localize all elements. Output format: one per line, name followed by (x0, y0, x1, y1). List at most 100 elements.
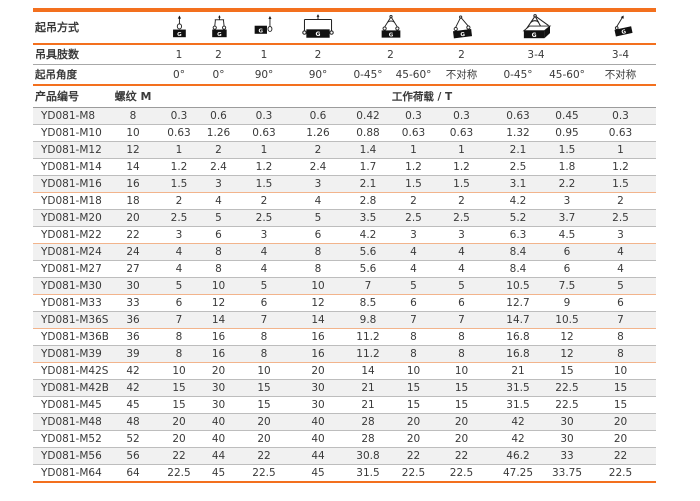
load-cell: 8 (260, 348, 268, 360)
load-cell: 0.42 (356, 110, 380, 122)
product-number-header: 产品编号 (33, 85, 108, 108)
load-cell: 2 (458, 195, 465, 207)
load-cell: 4 (617, 263, 624, 275)
single-leg-side-lift-icon: G (237, 12, 291, 45)
load-cell: 22.5 (555, 382, 579, 394)
svg-text:G: G (177, 32, 182, 38)
load-cell: 30.8 (356, 450, 380, 462)
load-cell: 20 (172, 416, 186, 428)
thread-cell: 45 (126, 399, 140, 411)
load-cell: 15 (172, 399, 186, 411)
load-cell: 12 (211, 297, 226, 309)
load-cell: 22 (257, 450, 271, 462)
load-cell: 31.5 (506, 382, 530, 394)
load-cell: 10 (406, 365, 421, 377)
load-cell: 12.7 (506, 297, 530, 309)
top-accent-bar (33, 8, 656, 12)
product-cell: YD081-M42S (41, 365, 108, 377)
thread-cell: 22 (126, 229, 140, 241)
thread-cell: 42 (126, 365, 140, 377)
load-cell: 8 (617, 331, 624, 343)
spec-sheet: 起吊方式 G G (33, 8, 656, 483)
load-cell: 1.5 (612, 178, 629, 190)
angle-value: 0° (158, 64, 200, 86)
load-cell: 8.4 (509, 246, 527, 258)
load-cell: 14 (211, 314, 226, 326)
load-cell: 2.8 (359, 195, 377, 207)
table-row: YD081-M56 56 22 44 22 44 30.8 22 22 46.2 33 22 (33, 447, 656, 465)
load-cell: 9 (563, 297, 571, 309)
load-cell: 30 (560, 416, 574, 428)
load-cell: 7 (617, 314, 624, 326)
load-cell: 3 (458, 229, 465, 241)
load-cell: 22 (613, 450, 628, 462)
table-row: YD081-M24 24 4 8 4 8 5.6 4 4 8.4 6 4 (33, 243, 656, 261)
load-cell: 1 (175, 144, 183, 156)
load-cell: 4 (175, 263, 183, 275)
load-cell: 15 (560, 365, 574, 377)
load-cell: 8 (260, 331, 268, 343)
load-cell: 2 (410, 195, 417, 207)
load-cell: 22.5 (252, 467, 276, 479)
load-cell: 20 (257, 433, 271, 445)
multi-leg-angle-lift-icon: G (487, 12, 585, 45)
load-cell: 4 (260, 246, 268, 258)
load-cell: 20 (172, 433, 186, 445)
thread-cell: 14 (126, 161, 140, 173)
load-cell: 2.5 (170, 212, 188, 224)
load-cell: 30 (211, 399, 226, 411)
load-cell: 2.4 (309, 161, 327, 173)
thread-cell: 48 (126, 416, 140, 428)
load-cell: 2.5 (453, 212, 470, 224)
table-row: YD081-M36S 36 7 14 7 14 9.8 7 7 14.7 10.5 7 (33, 311, 656, 329)
load-cell: 15 (257, 382, 271, 394)
product-cell: YD081-M8 (41, 110, 96, 122)
load-cell: 6 (175, 297, 183, 309)
load-cell: 16 (211, 348, 226, 360)
load-cell: 20 (257, 416, 271, 428)
load-cell: 0.95 (555, 127, 579, 139)
single-leg-vertical-lift-icon: G (158, 12, 200, 45)
load-cell: 16.8 (506, 348, 530, 360)
product-cell: YD081-M39 (41, 348, 102, 360)
load-cell: 40 (211, 416, 226, 428)
load-cell: 0.3 (405, 110, 422, 122)
load-cell: 5 (175, 280, 183, 292)
svg-text:G: G (532, 32, 537, 39)
load-cell: 12 (311, 297, 325, 309)
load-cell: 8 (215, 246, 222, 258)
legs-value: 2 (345, 44, 436, 65)
load-cell: 10 (172, 365, 186, 377)
table-row: YD081-M42S 42 10 20 10 20 14 10 10 21 15 10 (33, 363, 656, 380)
load-cell: 10 (613, 365, 628, 377)
load-cell: 1 (617, 144, 624, 156)
load-cell: 10 (211, 280, 226, 292)
load-cell: 4 (215, 195, 222, 207)
load-cell: 0.63 (167, 127, 191, 139)
load-cell: 21 (361, 382, 375, 394)
product-cell: YD081-M22 (41, 229, 102, 241)
table-row: YD081-M10 10 0.63 1.26 0.63 1.26 0.88 0.63 0.63 1… (33, 125, 656, 142)
load-cell: 12 (560, 331, 574, 343)
thread-cell: 18 (126, 195, 140, 207)
thread-cell: 39 (126, 348, 140, 360)
table-row: YD081-M48 48 20 40 20 40 28 20 20 42 30 20 (33, 413, 656, 431)
svg-text:G: G (259, 28, 264, 34)
load-cell: 6 (215, 229, 222, 241)
load-cell: 5 (314, 212, 322, 224)
load-cell: 20 (406, 433, 421, 445)
load-cell: 15 (172, 382, 186, 394)
load-cell: 15 (613, 382, 628, 394)
load-cell: 8 (175, 348, 183, 360)
load-cell: 30 (311, 382, 325, 394)
load-cell: 30 (211, 382, 226, 394)
load-cell: 44 (211, 450, 226, 462)
load-cell: 14.7 (506, 314, 530, 326)
multi-leg-asymmetric-lift-icon: G (585, 12, 656, 45)
product-cell: YD081-M10 (41, 127, 102, 139)
load-cell: 45 (211, 467, 226, 479)
table-row: YD081-M64 64 22.5 45 22.5 45 31.5 22.5 22.5 47.25… (33, 465, 656, 482)
load-cell: 2.5 (612, 212, 629, 224)
angle-value: 90° (237, 64, 291, 86)
load-cell: 1.2 (612, 161, 629, 173)
